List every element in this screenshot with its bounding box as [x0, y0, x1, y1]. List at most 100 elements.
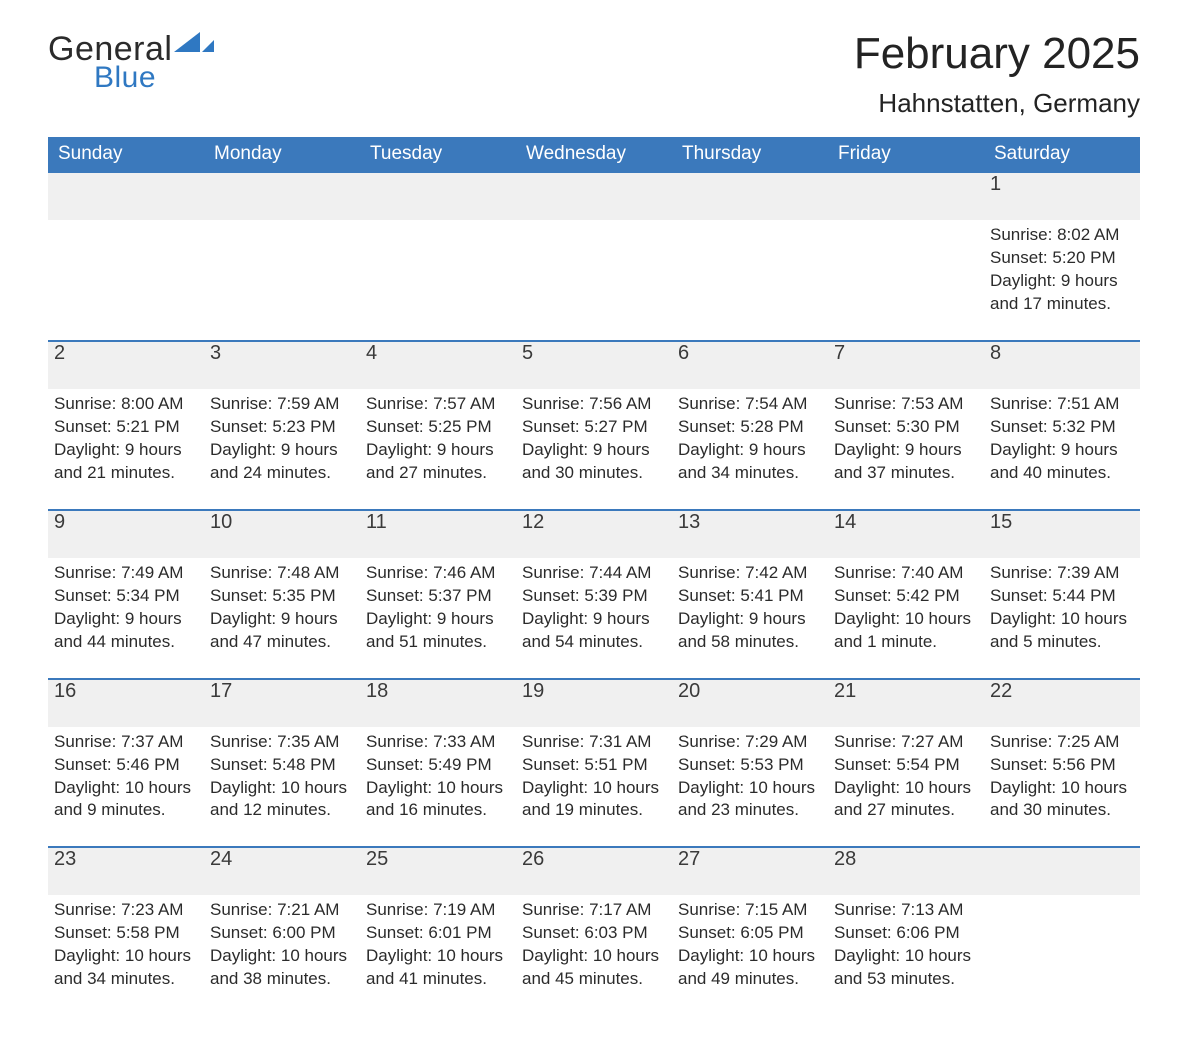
- detail-sunset: Sunset: 5:51 PM: [522, 754, 666, 777]
- day-cell: Sunrise: 7:37 AMSunset: 5:46 PMDaylight:…: [48, 727, 204, 848]
- day-number: 20: [672, 679, 828, 727]
- detail-day2: and 23 minutes.: [678, 799, 822, 822]
- day-cell: Sunrise: 7:56 AMSunset: 5:27 PMDaylight:…: [516, 389, 672, 510]
- detail-sunrise: Sunrise: 7:51 AM: [990, 393, 1134, 416]
- day-number: 28: [828, 847, 984, 895]
- day-cell-empty: [516, 220, 672, 341]
- weekday-sunday: Sunday: [48, 137, 204, 172]
- day-number: 8: [984, 341, 1140, 389]
- title-block: February 2025 Hahnstatten, Germany: [854, 30, 1140, 119]
- week-number-row: 9101112131415: [48, 510, 1140, 558]
- detail-sunrise: Sunrise: 8:02 AM: [990, 224, 1134, 247]
- day-cell: Sunrise: 7:13 AMSunset: 6:06 PMDaylight:…: [828, 895, 984, 1015]
- logo-icon: [174, 30, 214, 58]
- day-cell: Sunrise: 7:19 AMSunset: 6:01 PMDaylight:…: [360, 895, 516, 1015]
- detail-sunset: Sunset: 5:39 PM: [522, 585, 666, 608]
- week-detail-row: Sunrise: 7:37 AMSunset: 5:46 PMDaylight:…: [48, 727, 1140, 848]
- detail-sunset: Sunset: 5:42 PM: [834, 585, 978, 608]
- detail-day1: Daylight: 10 hours: [54, 777, 198, 800]
- day-detail: Sunrise: 7:25 AMSunset: 5:56 PMDaylight:…: [990, 727, 1134, 823]
- detail-sunset: Sunset: 5:54 PM: [834, 754, 978, 777]
- detail-day2: and 5 minutes.: [990, 631, 1134, 654]
- day-cell-empty: [360, 220, 516, 341]
- day-number: 10: [204, 510, 360, 558]
- detail-day2: and 9 minutes.: [54, 799, 198, 822]
- day-number: 16: [48, 679, 204, 727]
- day-detail: Sunrise: 7:57 AMSunset: 5:25 PMDaylight:…: [366, 389, 510, 485]
- day-number: 13: [672, 510, 828, 558]
- weekday-wednesday: Wednesday: [516, 137, 672, 172]
- day-cell-empty: [984, 895, 1140, 1015]
- detail-sunrise: Sunrise: 7:35 AM: [210, 731, 354, 754]
- weekday-tuesday: Tuesday: [360, 137, 516, 172]
- detail-day1: Daylight: 9 hours: [990, 439, 1134, 462]
- detail-day1: Daylight: 10 hours: [210, 777, 354, 800]
- day-number-empty: [516, 172, 672, 220]
- day-number: 9: [48, 510, 204, 558]
- detail-day2: and 1 minute.: [834, 631, 978, 654]
- day-cell: Sunrise: 7:31 AMSunset: 5:51 PMDaylight:…: [516, 727, 672, 848]
- day-number: 3: [204, 341, 360, 389]
- day-cell-empty: [48, 220, 204, 341]
- detail-day1: Daylight: 9 hours: [54, 439, 198, 462]
- day-cell-empty: [828, 220, 984, 341]
- detail-day1: Daylight: 9 hours: [678, 608, 822, 631]
- detail-sunrise: Sunrise: 7:57 AM: [366, 393, 510, 416]
- detail-sunset: Sunset: 6:00 PM: [210, 922, 354, 945]
- detail-sunrise: Sunrise: 7:59 AM: [210, 393, 354, 416]
- day-cell: Sunrise: 7:46 AMSunset: 5:37 PMDaylight:…: [360, 558, 516, 679]
- day-number: 12: [516, 510, 672, 558]
- detail-sunset: Sunset: 5:32 PM: [990, 416, 1134, 439]
- detail-day1: Daylight: 10 hours: [990, 608, 1134, 631]
- detail-day1: Daylight: 10 hours: [366, 945, 510, 968]
- day-number-empty: [828, 172, 984, 220]
- day-detail: Sunrise: 7:53 AMSunset: 5:30 PMDaylight:…: [834, 389, 978, 485]
- day-detail: Sunrise: 7:23 AMSunset: 5:58 PMDaylight:…: [54, 895, 198, 991]
- day-detail: Sunrise: 8:00 AMSunset: 5:21 PMDaylight:…: [54, 389, 198, 485]
- detail-sunrise: Sunrise: 7:44 AM: [522, 562, 666, 585]
- detail-day1: Daylight: 9 hours: [210, 608, 354, 631]
- day-detail: Sunrise: 7:59 AMSunset: 5:23 PMDaylight:…: [210, 389, 354, 485]
- detail-day1: Daylight: 9 hours: [366, 439, 510, 462]
- detail-sunrise: Sunrise: 7:56 AM: [522, 393, 666, 416]
- detail-sunrise: Sunrise: 7:42 AM: [678, 562, 822, 585]
- detail-sunrise: Sunrise: 7:25 AM: [990, 731, 1134, 754]
- detail-day1: Daylight: 10 hours: [834, 777, 978, 800]
- detail-sunset: Sunset: 5:25 PM: [366, 416, 510, 439]
- day-detail: Sunrise: 7:13 AMSunset: 6:06 PMDaylight:…: [834, 895, 978, 991]
- day-cell: Sunrise: 7:40 AMSunset: 5:42 PMDaylight:…: [828, 558, 984, 679]
- detail-sunset: Sunset: 6:05 PM: [678, 922, 822, 945]
- day-number: 4: [360, 341, 516, 389]
- detail-sunrise: Sunrise: 7:48 AM: [210, 562, 354, 585]
- detail-sunset: Sunset: 6:01 PM: [366, 922, 510, 945]
- day-detail: Sunrise: 8:02 AMSunset: 5:20 PMDaylight:…: [990, 220, 1134, 316]
- detail-sunset: Sunset: 5:53 PM: [678, 754, 822, 777]
- detail-sunrise: Sunrise: 7:17 AM: [522, 899, 666, 922]
- detail-sunset: Sunset: 5:35 PM: [210, 585, 354, 608]
- detail-day2: and 58 minutes.: [678, 631, 822, 654]
- day-detail: Sunrise: 7:27 AMSunset: 5:54 PMDaylight:…: [834, 727, 978, 823]
- detail-day2: and 37 minutes.: [834, 462, 978, 485]
- detail-sunrise: Sunrise: 7:21 AM: [210, 899, 354, 922]
- day-number-empty: [360, 172, 516, 220]
- detail-day1: Daylight: 10 hours: [678, 777, 822, 800]
- day-detail: Sunrise: 7:17 AMSunset: 6:03 PMDaylight:…: [522, 895, 666, 991]
- day-detail: Sunrise: 7:42 AMSunset: 5:41 PMDaylight:…: [678, 558, 822, 654]
- detail-sunrise: Sunrise: 7:54 AM: [678, 393, 822, 416]
- day-detail: Sunrise: 7:44 AMSunset: 5:39 PMDaylight:…: [522, 558, 666, 654]
- detail-sunset: Sunset: 5:30 PM: [834, 416, 978, 439]
- detail-sunset: Sunset: 5:44 PM: [990, 585, 1134, 608]
- day-cell: Sunrise: 7:51 AMSunset: 5:32 PMDaylight:…: [984, 389, 1140, 510]
- detail-day2: and 17 minutes.: [990, 293, 1134, 316]
- detail-sunset: Sunset: 5:37 PM: [366, 585, 510, 608]
- weekday-header-row: Sunday Monday Tuesday Wednesday Thursday…: [48, 137, 1140, 172]
- detail-day1: Daylight: 10 hours: [522, 777, 666, 800]
- day-number: 23: [48, 847, 204, 895]
- detail-sunrise: Sunrise: 7:39 AM: [990, 562, 1134, 585]
- detail-sunset: Sunset: 5:20 PM: [990, 247, 1134, 270]
- day-detail: Sunrise: 7:40 AMSunset: 5:42 PMDaylight:…: [834, 558, 978, 654]
- detail-sunrise: Sunrise: 7:40 AM: [834, 562, 978, 585]
- detail-day1: Daylight: 9 hours: [54, 608, 198, 631]
- detail-sunset: Sunset: 5:48 PM: [210, 754, 354, 777]
- day-cell: Sunrise: 7:25 AMSunset: 5:56 PMDaylight:…: [984, 727, 1140, 848]
